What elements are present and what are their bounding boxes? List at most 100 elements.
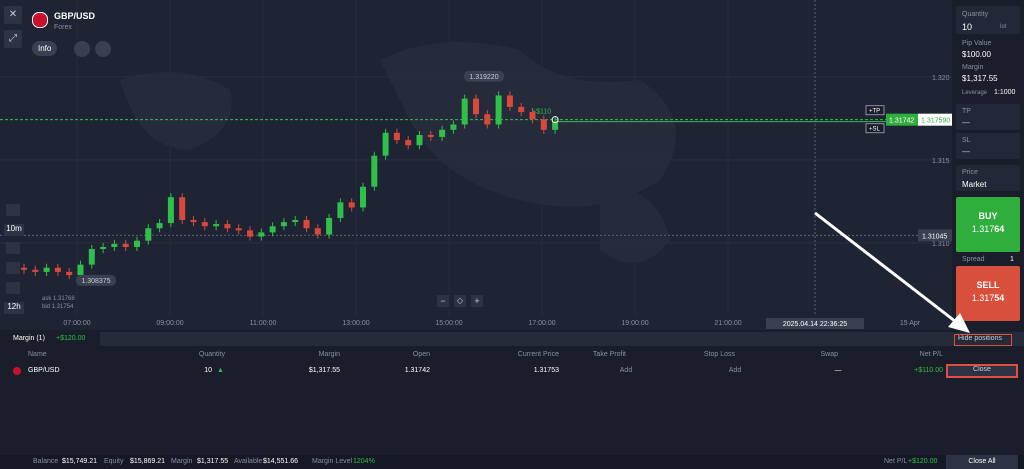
date-label: 15 Apr bbox=[900, 320, 921, 327]
candle bbox=[66, 271, 73, 276]
candle bbox=[427, 134, 434, 137]
candle bbox=[54, 267, 61, 272]
ask: ask 1.31768 bbox=[42, 296, 75, 302]
close-all[interactable]: Close All bbox=[946, 455, 1018, 469]
buy-button[interactable]: BUY 1.31764 bbox=[956, 197, 1020, 252]
cell[interactable]: Add bbox=[619, 367, 633, 374]
x-tick-label: 09:00:00 bbox=[156, 320, 183, 327]
chart: 1.320 1.315 1.310 07:00:00 09:00:00 11:00:00 1… bbox=[0, 0, 952, 330]
symbol[interactable]: GBP/USD bbox=[54, 11, 96, 21]
cell: +$110.00 bbox=[914, 367, 943, 374]
candle bbox=[360, 186, 366, 208]
draw-icon[interactable] bbox=[6, 262, 20, 274]
cell: — bbox=[834, 367, 842, 374]
footer-margin: $1,317.55 bbox=[197, 458, 229, 465]
y-tick-label: 1.320 bbox=[932, 75, 950, 82]
lot: lot bbox=[1000, 24, 1007, 30]
x-tick-label: 11:00:00 bbox=[250, 320, 277, 327]
candle bbox=[393, 132, 400, 141]
margin-label: Margin bbox=[962, 64, 984, 71]
chart-type-icon[interactable] bbox=[6, 204, 20, 216]
close-button[interactable]: Close bbox=[948, 366, 1016, 376]
tp-box[interactable] bbox=[956, 104, 1020, 130]
zoom-out[interactable]: − bbox=[437, 295, 449, 307]
sl-label: SL bbox=[962, 137, 971, 144]
hide-positions[interactable]: Hide positions bbox=[958, 335, 1002, 342]
buy-price-pips: 64 bbox=[994, 224, 1005, 234]
high_label: 1.319220 bbox=[469, 74, 498, 81]
x-tick-label: 15:00:00 bbox=[435, 320, 462, 327]
candle bbox=[461, 98, 468, 125]
candle bbox=[224, 224, 231, 229]
column-header: Swap bbox=[820, 351, 838, 358]
candle bbox=[235, 228, 242, 231]
sell-price-main: 1.317 bbox=[971, 293, 995, 303]
candle bbox=[439, 129, 446, 137]
column-header: Name bbox=[28, 351, 47, 358]
sell-button[interactable]: SELL 1.31754 bbox=[956, 266, 1020, 321]
x-tick-label: 07:00:00 bbox=[63, 320, 90, 327]
bid-value: 1.317590 bbox=[921, 118, 950, 125]
leverage: 1:1000 bbox=[994, 89, 1016, 96]
market: Forex bbox=[54, 24, 72, 31]
row-flag bbox=[13, 367, 21, 375]
column-header: Margin bbox=[318, 351, 340, 358]
x-tick-label: 21:00:00 bbox=[714, 320, 741, 327]
quantity-box[interactable] bbox=[956, 6, 1020, 34]
candle bbox=[314, 228, 321, 235]
reset-zoom[interactable]: ◇ bbox=[454, 295, 466, 307]
expand-icon[interactable]: ⤢ bbox=[4, 30, 22, 48]
candle bbox=[247, 230, 253, 237]
candle bbox=[518, 106, 525, 113]
buy: BUY bbox=[978, 211, 998, 221]
close-icon[interactable]: ✕ bbox=[4, 6, 22, 24]
candle bbox=[303, 219, 310, 229]
sl-box[interactable] bbox=[956, 133, 1020, 159]
candle bbox=[495, 95, 502, 125]
sl-tag bbox=[865, 123, 885, 134]
pip: $100.00 bbox=[962, 50, 991, 59]
candle bbox=[213, 224, 220, 227]
candle bbox=[405, 140, 412, 146]
last-marker bbox=[551, 116, 559, 124]
candle bbox=[43, 267, 50, 272]
candle bbox=[506, 95, 513, 107]
up-arrow: ▲ bbox=[217, 367, 224, 374]
column-header: Stop Loss bbox=[703, 351, 735, 358]
zoom-in[interactable]: + bbox=[471, 295, 483, 307]
candle bbox=[122, 243, 129, 248]
x-tick-label: 19:00:00 bbox=[621, 320, 648, 327]
alert-icon[interactable] bbox=[74, 41, 90, 57]
positions-tab[interactable]: Margin (1) bbox=[13, 335, 45, 342]
period[interactable]: 12h bbox=[4, 302, 24, 314]
candle bbox=[201, 222, 208, 227]
tp-tag bbox=[865, 105, 885, 116]
timeframe[interactable]: 10m bbox=[4, 224, 24, 236]
candle bbox=[269, 226, 276, 233]
candle bbox=[552, 121, 559, 130]
cell[interactable]: Add bbox=[728, 367, 742, 374]
quantity: 10 bbox=[962, 22, 973, 32]
indicator-icon[interactable] bbox=[6, 242, 20, 254]
low_label: 1.308375 bbox=[81, 278, 110, 285]
wave-icon[interactable] bbox=[6, 282, 20, 294]
footer-available-label: Available bbox=[234, 458, 263, 465]
candle bbox=[156, 223, 163, 229]
candle bbox=[88, 248, 95, 265]
star-icon[interactable] bbox=[95, 41, 111, 57]
candle bbox=[416, 134, 423, 146]
candle bbox=[111, 243, 118, 248]
candle bbox=[134, 240, 140, 248]
info-button[interactable]: Info bbox=[32, 41, 58, 56]
bid: bid 1.31754 bbox=[42, 304, 74, 310]
footer-balance-label: Balance bbox=[33, 458, 59, 465]
candle bbox=[450, 124, 457, 130]
candle bbox=[473, 98, 479, 115]
candle bbox=[190, 219, 197, 223]
cursor-time-tag bbox=[766, 318, 864, 329]
price-box[interactable] bbox=[956, 165, 1020, 191]
column-header: Take Profit bbox=[592, 351, 626, 358]
column-header: Open bbox=[412, 351, 430, 358]
margin: $1,317.55 bbox=[962, 74, 998, 83]
